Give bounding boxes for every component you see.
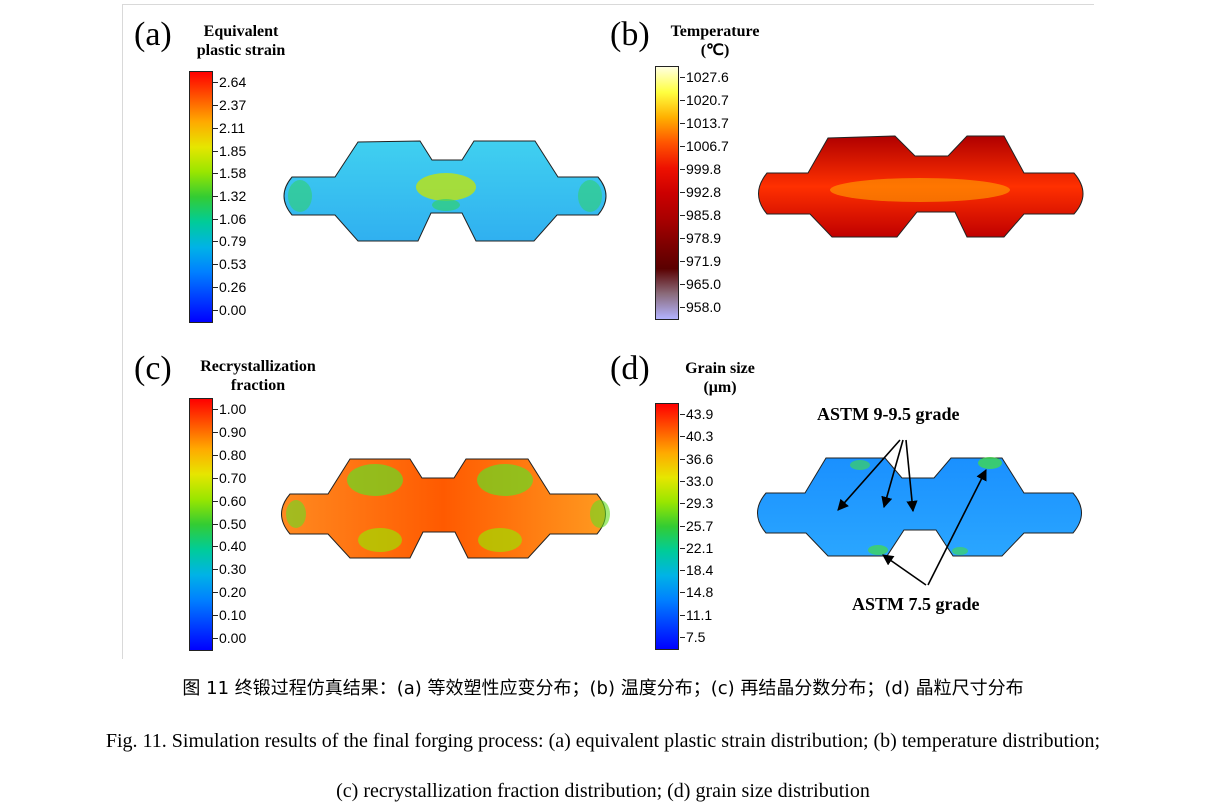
panel-b-colorbar-ticks: 1027.6 1020.7 1013.7 1006.7 999.8 992.8 985.8 9… (679, 66, 756, 318)
colorbar-tick-label: 29.3 (679, 495, 714, 512)
colorbar-tick-label: 25.7 (679, 517, 714, 534)
colorbar-tick-label: 958.0 (679, 298, 722, 315)
colorbar-tick-label: 36.6 (679, 450, 714, 467)
colorbar-tick-label: 0.40 (212, 538, 247, 555)
colorbar-tick-label: 1.00 (212, 401, 247, 418)
colorbar-tick-label: 971.9 (679, 252, 722, 269)
figure-caption-cn: 图 11 终锻过程仿真结果：(a) 等效塑性应变分布；(b) 温度分布；(c) … (182, 678, 1024, 699)
colorbar-tick-label: 1013.7 (680, 115, 729, 132)
colorbar-tick-label: 0.50 (212, 515, 247, 532)
colorbar-tick-label: 985.8 (679, 206, 722, 223)
panel-d-colorbar-ticks: 43.9 40.3 36.6 33.0 29.3 25.7 22.1 18.4 14.8 11.1… (679, 403, 746, 648)
colorbar-tick-label: 0.60 (212, 492, 247, 509)
colorbar-tick-label: 22.1 (679, 539, 714, 556)
colorbar-tick-label: 1.06 (212, 210, 247, 227)
colorbar-tick-label: 1.85 (212, 142, 247, 159)
colorbar-tick-label: 1027.6 (680, 69, 729, 86)
colorbar-tick-label: 1.58 (212, 165, 247, 182)
colorbar-tick-label: 0.10 (212, 606, 247, 623)
panel-c-colorbar-ticks: 1.00 0.90 0.80 0.70 0.60 0.50 0.40 0.30 0.20 0.10… (212, 398, 279, 649)
panel-a-workpiece (283, 140, 607, 242)
colorbar-tick-label: 0.53 (212, 256, 247, 273)
panel-c-colorbar (189, 398, 213, 651)
panel-d-legend-title: Grain size (μm) (685, 360, 755, 396)
panel-d-annotation-astm-7: ASTM 7.5 grade (852, 594, 980, 614)
figure-caption-en-line2: (c) recrystallization fraction distribut… (336, 780, 870, 802)
panel-d-arrows (837, 439, 987, 586)
panel-c-legend-title: Recrystallization fraction (200, 358, 316, 394)
colorbar-tick-label: 992.8 (679, 184, 722, 200)
colorbar-tick-label: 978.9 (679, 229, 722, 246)
panel-b-colorbar (655, 66, 679, 320)
panel-d-annotation-astm-9: ASTM 9-9.5 grade (817, 404, 960, 424)
colorbar-tick-label: 0.80 (212, 447, 247, 464)
colorbar-tick-label: 1020.7 (680, 92, 729, 109)
colorbar-tick-label: 0.26 (212, 278, 247, 295)
panel-a-colorbar-ticks: 2.64 2.37 2.11 1.85 1.58 1.32 1.06 0.79 0.53 0.26… (212, 71, 279, 321)
colorbar-tick-label: 1.32 (212, 188, 247, 204)
colorbar-tick-label: 965.0 (679, 275, 722, 292)
colorbar-tick-label: 33.0 (679, 472, 714, 489)
panel-c-workpiece (281, 458, 610, 559)
colorbar-tick-label: 40.3 (679, 428, 714, 445)
figure-frame-left (122, 4, 123, 659)
colorbar-tick-label: 7.5 (679, 628, 706, 645)
colorbar-tick-label: 14.8 (679, 584, 714, 601)
colorbar-tick-label: 2.64 (212, 74, 247, 91)
panel-b-label: (b) (610, 16, 650, 53)
colorbar-tick-label: 0.90 (212, 424, 247, 441)
colorbar-tick-label: 0.70 (212, 469, 247, 486)
figure-caption-en-line1: Fig. 11. Simulation results of the final… (105, 730, 1101, 752)
colorbar-tick-label: 999.8 (679, 161, 722, 178)
colorbar-tick-label: 0.20 (212, 583, 247, 600)
colorbar-tick-label: 0.00 (212, 629, 247, 646)
colorbar-tick-label: 43.9 (679, 406, 714, 423)
panel-b-legend-title: Temperature (℃) (670, 23, 760, 59)
panel-d-workpiece (757, 457, 1082, 557)
panel-d-label: (d) (610, 350, 650, 387)
colorbar-tick-label: 0.79 (212, 233, 247, 250)
panel-a-label: (a) (134, 16, 172, 53)
colorbar-tick-label: 0.00 (212, 301, 247, 318)
figure-frame-top (122, 4, 1094, 5)
colorbar-tick-label: 2.37 (212, 97, 247, 114)
colorbar-tick-label: 2.11 (212, 119, 246, 136)
colorbar-tick-label: 11.1 (679, 606, 713, 623)
panel-b-workpiece (758, 135, 1084, 238)
panel-a-colorbar (189, 71, 213, 323)
panel-a-legend-title: Equivalent plastic strain (196, 23, 286, 59)
panel-c-label: (c) (134, 350, 172, 387)
colorbar-tick-label: 18.4 (679, 562, 714, 579)
colorbar-tick-label: 0.30 (212, 561, 247, 578)
panel-d-colorbar (655, 403, 679, 650)
colorbar-tick-label: 1006.7 (680, 138, 729, 155)
